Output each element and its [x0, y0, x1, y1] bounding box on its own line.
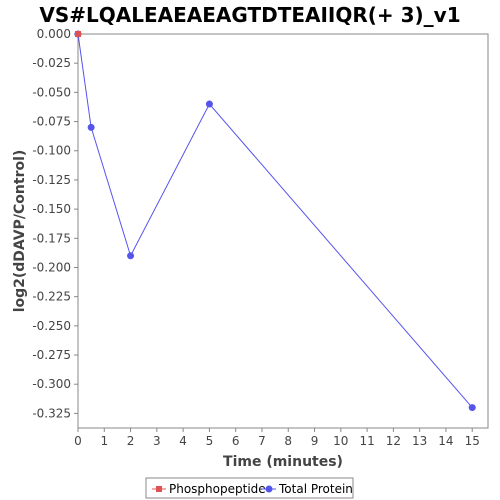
x-tick-label: 15	[465, 434, 480, 448]
series-layer	[74, 30, 476, 412]
x-axis: 0 1 2 3 4 5 6 7 8 9 10 11 12 13 14 15	[74, 428, 480, 448]
y-axis-label: log2(dDAVP/Control)	[12, 150, 28, 313]
x-tick-label: 11	[359, 434, 374, 448]
y-tick-label: -0.125	[32, 173, 71, 187]
x-tick-label: 13	[412, 434, 427, 448]
y-tick-label: -0.300	[32, 377, 71, 391]
y-tick-label: -0.225	[32, 290, 71, 304]
data-point	[468, 404, 476, 412]
y-tick-label: -0.050	[32, 85, 71, 99]
x-tick-label: 9	[311, 434, 319, 448]
x-tick-label: 3	[153, 434, 161, 448]
y-tick-label: -0.250	[32, 319, 71, 333]
data-point	[87, 123, 95, 131]
y-tick-label: -0.075	[32, 115, 71, 129]
x-tick-label: 2	[127, 434, 135, 448]
legend-marker	[156, 486, 162, 492]
x-tick-label: 10	[333, 434, 348, 448]
x-tick-label: 5	[206, 434, 214, 448]
x-tick-label: 8	[284, 434, 292, 448]
legend-marker	[265, 485, 273, 493]
y-tick-label: -0.175	[32, 231, 71, 245]
x-tick-label: 14	[438, 434, 453, 448]
data-point	[127, 252, 135, 260]
legend-box	[145, 477, 354, 499]
x-axis-label: Time (minutes)	[223, 454, 343, 470]
x-tick-label: 4	[179, 434, 187, 448]
x-tick-label: 12	[386, 434, 401, 448]
data-point	[205, 100, 213, 108]
y-axis: 0.000 -0.025 -0.050 -0.075 -0.100 -0.125 -0.15…	[32, 27, 78, 420]
y-tick-label: -0.200	[32, 260, 71, 274]
x-tick-label: 6	[232, 434, 240, 448]
y-tick-label: -0.275	[32, 348, 71, 362]
data-point	[75, 31, 81, 37]
y-tick-label: -0.100	[32, 144, 71, 158]
x-tick-label: 0	[74, 434, 82, 448]
x-tick-label: 7	[258, 434, 266, 448]
x-tick-label: 1	[100, 434, 108, 448]
plot-area	[77, 33, 489, 429]
legend-label: Total Protein	[278, 482, 353, 496]
y-tick-label: -0.025	[32, 56, 71, 70]
legend-label: Phosphopeptide	[169, 482, 266, 496]
y-tick-label: -0.150	[32, 202, 71, 216]
y-tick-label: 0.000	[37, 27, 71, 41]
chart-title: VS#LQALEAEAEAGTDTEAIIQR(+ 3)_v1	[39, 3, 460, 27]
y-tick-label: -0.325	[32, 406, 71, 420]
legend: Phosphopeptide Total Protein	[152, 482, 353, 496]
